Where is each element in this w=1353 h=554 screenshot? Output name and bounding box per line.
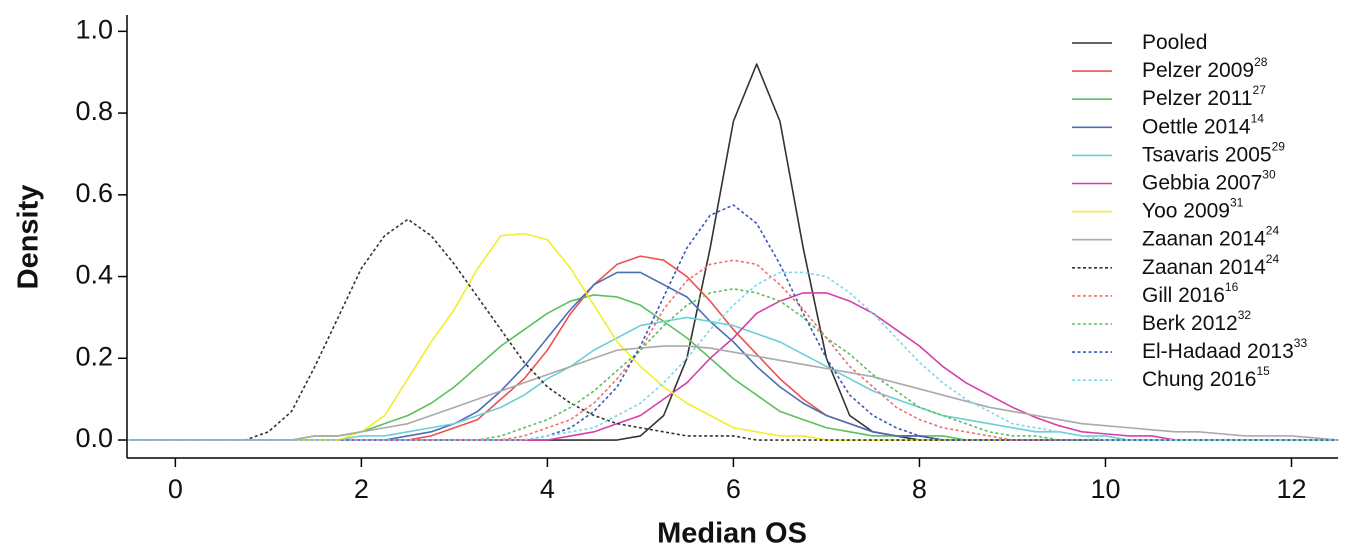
x-axis-title: Median OS (657, 518, 807, 550)
y-tick-label: 0.4 (75, 260, 113, 290)
legend-superscript: 28 (1254, 55, 1268, 69)
legend-label: Zaanan 201424 (1142, 224, 1279, 250)
legend-superscript: 32 (1238, 308, 1252, 322)
x-tick-label: 8 (912, 474, 927, 504)
x-tick-label: 0 (168, 474, 183, 504)
legend-label: Zaanan 201424 (1142, 252, 1279, 278)
legend-superscript: 24 (1266, 252, 1280, 266)
y-tick-label: 0.2 (75, 341, 113, 371)
x-tick-label: 10 (1090, 474, 1120, 504)
legend-name: Tsavaris 2005 (1142, 143, 1272, 166)
x-tick-label: 4 (540, 474, 555, 504)
legend-superscript: 24 (1266, 224, 1280, 238)
legend-label: Oettle 201414 (1142, 111, 1264, 137)
legend-name: Pooled (1142, 31, 1207, 54)
y-axis-title: Density (13, 185, 45, 290)
legend-name: Berk 2012 (1142, 312, 1238, 335)
x-tick-label: 6 (726, 474, 741, 504)
legend-superscript: 33 (1294, 336, 1308, 350)
legend-label: Gebbia 200730 (1142, 168, 1276, 194)
legend-label: Berk 201232 (1142, 308, 1251, 334)
x-tick-label: 12 (1276, 474, 1306, 504)
legend-name: Oettle 2014 (1142, 115, 1251, 138)
x-tick-label: 2 (354, 474, 369, 504)
y-tick-label: 0.8 (75, 96, 113, 126)
legend-superscript: 29 (1272, 140, 1286, 154)
series-line (128, 218, 1338, 441)
legend-label: Pelzer 201127 (1142, 83, 1266, 109)
y-tick-label: 0.6 (75, 178, 113, 208)
legend-label: Chung 201615 (1142, 364, 1270, 390)
legend-superscript: 31 (1230, 196, 1244, 210)
series-line (128, 271, 1338, 441)
legend-superscript: 15 (1256, 364, 1270, 378)
legend-superscript: 16 (1225, 280, 1239, 294)
legend-label: Pelzer 200928 (1142, 55, 1268, 81)
legend-label: Pooled (1142, 31, 1207, 54)
legend-name: Chung 2016 (1142, 368, 1256, 391)
legend-superscript: 27 (1253, 83, 1267, 97)
legend-superscript: 30 (1262, 168, 1276, 182)
legend-name: Gill 2016 (1142, 283, 1225, 306)
legend-name: Yoo 2009 (1142, 199, 1230, 222)
legend-name: Gebbia 2007 (1142, 171, 1262, 194)
plot-area (128, 63, 1339, 441)
legend-name: Pelzer 2009 (1142, 59, 1254, 82)
legend-name: Zaanan 2014 (1142, 227, 1266, 250)
y-tick-label: 1.0 (75, 14, 113, 44)
legend-label: Gill 201616 (1142, 280, 1239, 306)
legend-label: Tsavaris 200529 (1142, 140, 1285, 166)
legend-name: Zaanan 2014 (1142, 255, 1266, 278)
series-line (128, 345, 1339, 441)
legend-name: Pelzer 2011 (1142, 87, 1253, 110)
legend-label: Yoo 200931 (1142, 196, 1244, 222)
legend-label: El-Hadaad 201333 (1142, 336, 1307, 362)
legend-superscript: 14 (1251, 111, 1265, 125)
y-tick-label: 0.0 (75, 423, 113, 453)
legend-name: El-Hadaad 2013 (1142, 340, 1294, 363)
